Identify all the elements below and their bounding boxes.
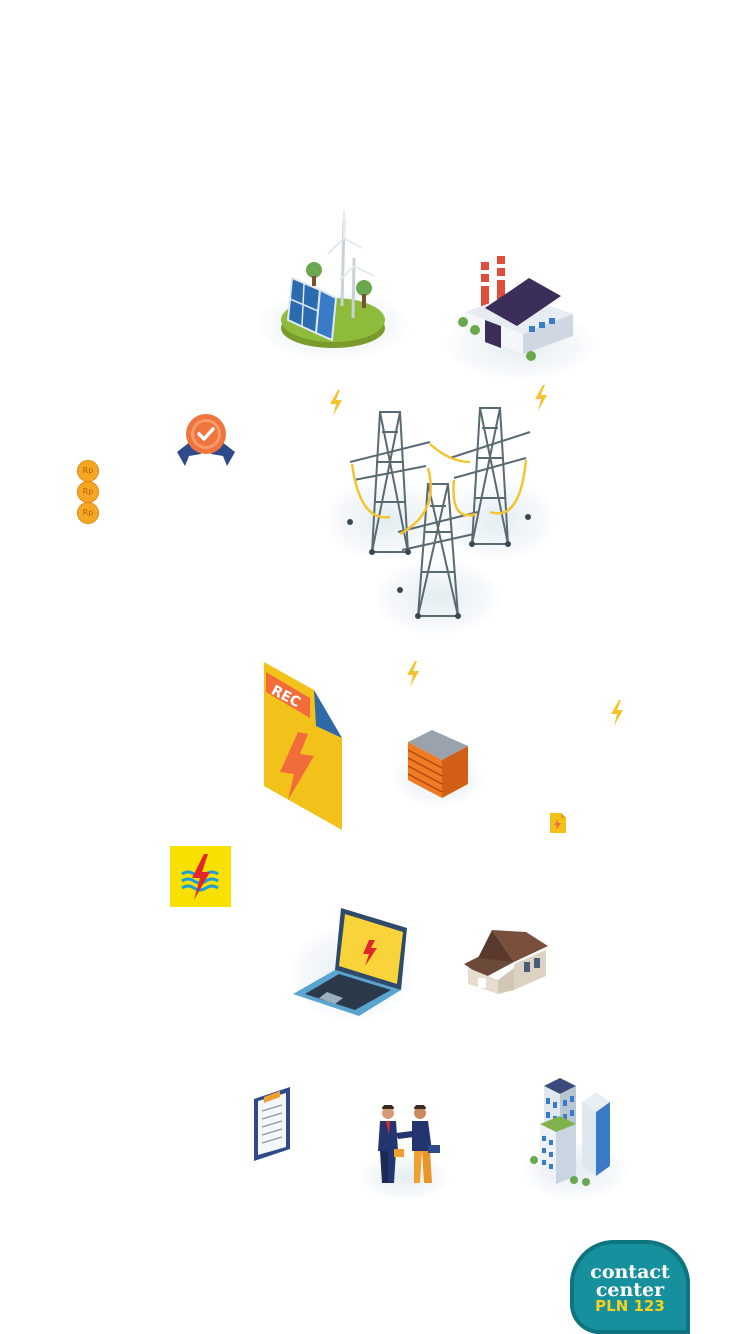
- house-icon: [464, 930, 548, 994]
- lightning-bolt-icon: [330, 390, 342, 416]
- transmission-towers-icon: [347, 407, 531, 619]
- clipboard-icon: [254, 1087, 290, 1161]
- lightning-bolt-icon: [407, 661, 419, 687]
- pln-logo-icon: [170, 846, 231, 907]
- rupiah-coin-icon: Rp: [77, 460, 99, 482]
- small-document-icon: [550, 813, 566, 833]
- handshake-shadow: [360, 1155, 450, 1200]
- rupiah-coin-icon: Rp: [77, 502, 99, 524]
- certificate-badge-icon: [177, 414, 235, 466]
- laptop-icon: [293, 908, 407, 1016]
- lightning-bolt-icon: [535, 385, 547, 411]
- power-plant-factory-icon: [458, 256, 573, 361]
- contact-center-line2: center: [595, 1279, 665, 1301]
- rec-document-icon: [264, 662, 342, 830]
- contact-center-badge[interactable]: contact center PLN 123: [570, 1240, 690, 1334]
- contact-center-number: PLN 123: [595, 1297, 665, 1315]
- contact-center-line1: contact: [590, 1261, 670, 1283]
- skyscrapers-icon: [530, 1078, 610, 1186]
- lightning-bolt-icon: [611, 700, 623, 726]
- renewable-energy-island-icon: [281, 210, 385, 348]
- office-building-icon: [407, 730, 468, 798]
- business-handshake-icon: [378, 1105, 440, 1183]
- rupiah-coin-icon: Rp: [77, 481, 99, 503]
